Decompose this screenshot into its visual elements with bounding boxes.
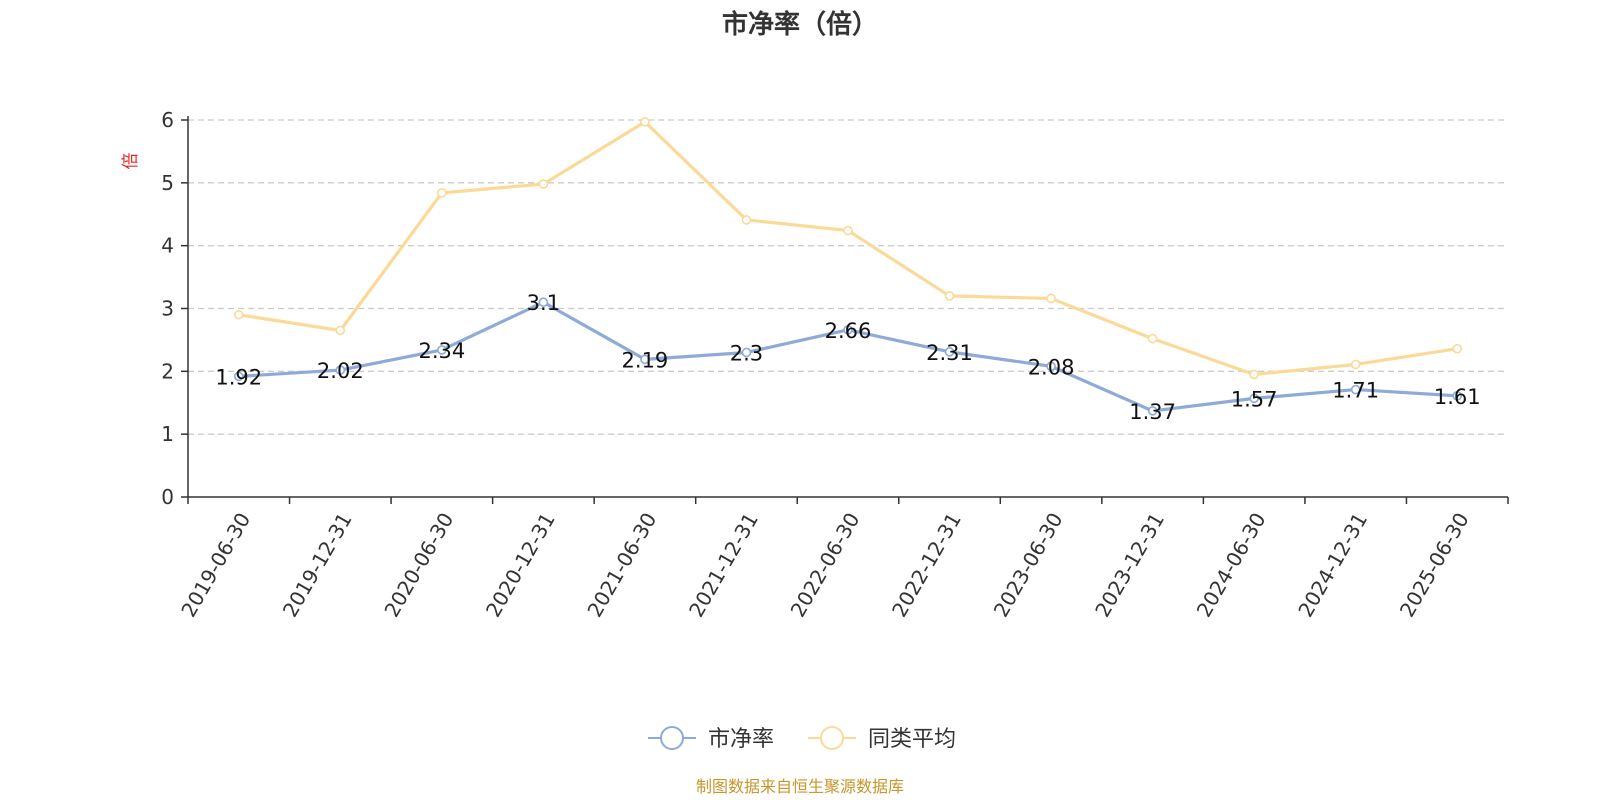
y-tick-label: 1 (161, 422, 174, 446)
legend-marker (660, 726, 684, 750)
data-label: 2.3 (730, 341, 763, 365)
data-point (640, 354, 650, 365)
data-point (640, 117, 650, 127)
x-tick-label: 2020-06-30 (379, 509, 458, 622)
x-tick-label: 2024-06-30 (1192, 509, 1271, 622)
x-tick-label: 2023-12-31 (1090, 509, 1169, 622)
data-point (741, 347, 752, 358)
data-label: 1.92 (215, 365, 262, 389)
data-label: 3.1 (527, 291, 560, 315)
data-point (944, 291, 955, 301)
x-axis-ticks: 2019-06-30 2019-12-31 2020-06-30 2020-12-31… (176, 497, 1509, 622)
data-point (1147, 333, 1158, 344)
data-label: 2.02 (317, 359, 364, 383)
data-label: 2.31 (926, 341, 973, 365)
y-tick-label: 6 (161, 108, 174, 132)
source-note: 制图数据来自恒生聚源数据库 (696, 777, 904, 796)
data-point (437, 345, 447, 355)
data-label: 1.57 (1231, 387, 1278, 411)
data-labels: 1.92 2.02 2.34 3.1 2.19 2.3 2.66 2.31 2.08 1.37 1.… (215, 291, 1480, 424)
data-point (1147, 406, 1158, 416)
data-point (1350, 359, 1361, 370)
data-label: 1.71 (1332, 379, 1379, 403)
x-tick-label: 2020-12-31 (481, 509, 560, 622)
data-label: 2.34 (418, 339, 465, 363)
y-tick-label: 4 (161, 234, 174, 258)
data-point (538, 297, 549, 308)
y-axis-label: 倍 (121, 153, 141, 170)
x-tick-label: 2024-12-31 (1293, 509, 1372, 622)
x-tick-label: 2025-06-30 (1395, 509, 1474, 622)
data-label: 1.61 (1434, 385, 1481, 409)
legend-label: 市净率 (708, 727, 774, 752)
data-point (1249, 369, 1259, 380)
y-tick-label: 5 (161, 171, 174, 195)
grid-lines (188, 119, 1508, 435)
legend-marker (820, 726, 844, 750)
x-tick-label: 2022-06-30 (786, 509, 865, 622)
data-label: 2.08 (1028, 355, 1075, 379)
data-point (1350, 384, 1361, 395)
data-point (233, 309, 244, 320)
y-tick-label: 0 (161, 485, 174, 509)
data-point (233, 371, 244, 382)
x-tick-label: 2023-06-30 (989, 509, 1068, 622)
x-tick-label: 2021-06-30 (582, 509, 661, 622)
data-point (437, 188, 447, 198)
y-tick-label: 3 (161, 297, 174, 321)
data-point (1452, 343, 1463, 354)
x-tick-label: 2019-06-30 (176, 509, 255, 622)
data-point (1046, 293, 1056, 304)
data-point (1452, 391, 1463, 401)
data-point (335, 325, 346, 336)
data-point (1046, 361, 1056, 372)
data-label: 1.37 (1129, 400, 1176, 424)
data-label: 2.66 (825, 319, 872, 343)
data-point (741, 215, 752, 225)
x-tick-label: 2022-12-31 (887, 509, 966, 622)
y-axis-ticks: 0 1 2 3 4 5 6 (161, 108, 188, 509)
series-group (233, 117, 1463, 416)
data-point (944, 347, 955, 357)
legend: 市净率 同类平均 (648, 726, 956, 752)
y-tick-label: 2 (161, 359, 174, 383)
legend-label: 同类平均 (868, 727, 956, 752)
x-tick-label: 2019-12-31 (278, 509, 357, 622)
data-point (335, 365, 346, 375)
axes (187, 116, 1508, 498)
data-point (1249, 393, 1259, 404)
data-label: 2.19 (622, 348, 669, 372)
data-point (843, 325, 853, 335)
data-point (843, 225, 853, 236)
data-point (538, 179, 549, 189)
x-tick-label: 2021-12-31 (684, 509, 763, 622)
chart-title: 市净率（倍） (722, 9, 878, 40)
